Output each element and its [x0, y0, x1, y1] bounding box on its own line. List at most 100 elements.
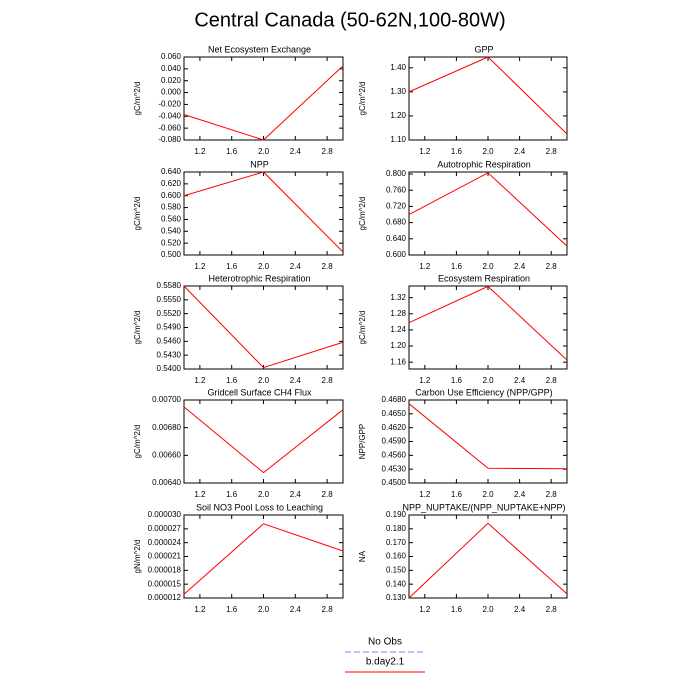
- x-tick-label: 1.6: [451, 605, 463, 614]
- data-line: [183, 406, 344, 474]
- data-line: [408, 285, 568, 361]
- y-tick-label: 0.000030: [148, 510, 182, 519]
- y-tick-label: 0.4680: [382, 395, 407, 404]
- y-tick-label: 0.4530: [382, 464, 407, 473]
- y-tick-label: -0.040: [158, 111, 181, 120]
- y-axis-label: gN/m^2/d: [133, 540, 142, 574]
- y-tick-label: 1.16: [390, 357, 406, 366]
- y-tick-label: 0.00660: [152, 450, 181, 459]
- panel: Autotrophic Respiration gC/m^2/d 0.600 0.64…: [358, 159, 568, 271]
- x-tick-label: 2.0: [482, 147, 494, 156]
- legend-label: b.day2.1: [366, 657, 405, 668]
- x-tick-label: 2.8: [546, 262, 558, 271]
- y-tick-label: 0.150: [386, 565, 407, 574]
- y-tick-label: 0.00640: [152, 478, 181, 487]
- y-tick-label: 0.600: [161, 191, 182, 200]
- y-tick-label: 0.5460: [157, 336, 182, 345]
- x-tick-label: 2.4: [290, 376, 302, 385]
- x-tick-label: 2.4: [514, 376, 526, 385]
- y-tick-label: -0.080: [158, 135, 181, 144]
- y-tick-label: 0.4620: [382, 423, 407, 432]
- y-tick-label: 1.20: [390, 111, 406, 120]
- y-tick-label: 0.180: [386, 524, 407, 533]
- y-axis-label: gC/m^2/d: [133, 197, 142, 231]
- x-tick-label: 1.6: [451, 262, 463, 271]
- panel: NPP_NUPTAKE/(NPP_NUPTAKE+NPP) NA 0.130 0.14…: [358, 502, 568, 614]
- y-axis-label: gC/m^2/d: [358, 82, 367, 116]
- y-tick-label: 0.4560: [382, 450, 407, 459]
- y-tick-label: 1.40: [390, 63, 406, 72]
- x-tick-label: 2.8: [322, 262, 334, 271]
- panel: NPP gC/m^2/d 0.500 0.520 0.540 0.560 0.580 0.60…: [133, 159, 344, 271]
- x-tick-label: 1.2: [419, 490, 431, 499]
- x-tick-label: 1.2: [419, 147, 431, 156]
- x-tick-label: 1.6: [226, 147, 238, 156]
- panel: Carbon Use Efficiency (NPP/GPP) NPP/GPP 0.…: [358, 387, 568, 499]
- y-tick-label: 0.800: [386, 169, 407, 178]
- x-tick-label: 2.8: [546, 147, 558, 156]
- figure-title: Central Canada (50-62N,100-80W): [194, 9, 505, 31]
- x-tick-label: 1.2: [194, 605, 206, 614]
- y-tick-label: 0.4590: [382, 437, 407, 446]
- panel-title: Soil NO3 Pool Loss to Leaching: [196, 502, 323, 512]
- data-line: [183, 171, 344, 253]
- x-tick-label: 2.0: [258, 490, 270, 499]
- data-line: [183, 285, 344, 369]
- y-tick-label: 0.5400: [157, 364, 182, 373]
- y-tick-label: 0.000015: [148, 579, 182, 588]
- panel-title: Ecosystem Respiration: [438, 273, 530, 283]
- y-tick-label: 0.5550: [157, 295, 182, 304]
- x-tick-label: 1.6: [451, 490, 463, 499]
- y-tick-label: 0.000018: [148, 565, 182, 574]
- y-tick-label: 0.5430: [157, 350, 182, 359]
- y-tick-label: 1.20: [390, 341, 406, 350]
- y-tick-label: 1.32: [390, 293, 406, 302]
- panel: Net Ecosystem Exchange gC/m^2/d -0.080 -0.0…: [133, 44, 344, 156]
- x-tick-label: 1.2: [194, 376, 206, 385]
- panel: Heterotrophic Respiration gC/m^2/d 0.5400 0…: [133, 273, 344, 385]
- panel: Gridcell Surface CH4 Flux gC/m^2/d 0.00640…: [133, 387, 344, 499]
- y-tick-label: 0.000027: [148, 524, 182, 533]
- plot-frame: [408, 285, 568, 370]
- y-tick-label: 0.5580: [157, 281, 182, 290]
- y-tick-label: 0.160: [386, 552, 407, 561]
- y-tick-label: 0.5520: [157, 309, 182, 318]
- y-axis-label: NA: [358, 550, 367, 562]
- y-tick-label: 0.020: [161, 76, 182, 85]
- x-tick-label: 1.2: [194, 262, 206, 271]
- x-tick-label: 2.4: [514, 262, 526, 271]
- x-tick-label: 2.0: [482, 605, 494, 614]
- y-tick-label: 1.28: [390, 309, 406, 318]
- plot-frame: [183, 171, 344, 256]
- y-axis-label: gC/m^2/d: [358, 311, 367, 345]
- legend-label: No Obs: [368, 637, 402, 648]
- x-tick-label: 2.8: [546, 376, 558, 385]
- x-tick-label: 2.0: [258, 605, 270, 614]
- x-tick-label: 1.6: [226, 262, 238, 271]
- plot-frame: [183, 56, 344, 141]
- y-tick-label: 0.000: [161, 88, 182, 97]
- panel-title: Net Ecosystem Exchange: [208, 44, 311, 54]
- y-tick-label: 0.580: [161, 203, 182, 212]
- data-line: [183, 523, 344, 595]
- y-tick-label: 0.640: [386, 234, 407, 243]
- plot-frame: [183, 399, 344, 484]
- y-tick-label: 0.000021: [148, 552, 182, 561]
- data-line: [408, 522, 568, 599]
- panel-title: Autotrophic Respiration: [437, 159, 531, 169]
- y-tick-label: 1.10: [390, 135, 406, 144]
- y-tick-label: 0.00680: [152, 423, 181, 432]
- plot-frame: [183, 514, 344, 599]
- x-tick-label: 2.0: [482, 376, 494, 385]
- y-axis-label: gC/m^2/d: [358, 197, 367, 231]
- y-tick-label: 0.4500: [382, 478, 407, 487]
- data-line: [408, 56, 568, 135]
- x-tick-label: 1.6: [226, 605, 238, 614]
- x-tick-label: 2.0: [258, 376, 270, 385]
- y-tick-label: 0.500: [161, 250, 182, 259]
- panel-title: NPP: [250, 159, 269, 169]
- y-axis-label: gC/m^2/d: [133, 82, 142, 116]
- y-tick-label: 0.040: [161, 64, 182, 73]
- panel-title: Gridcell Surface CH4 Flux: [207, 387, 312, 397]
